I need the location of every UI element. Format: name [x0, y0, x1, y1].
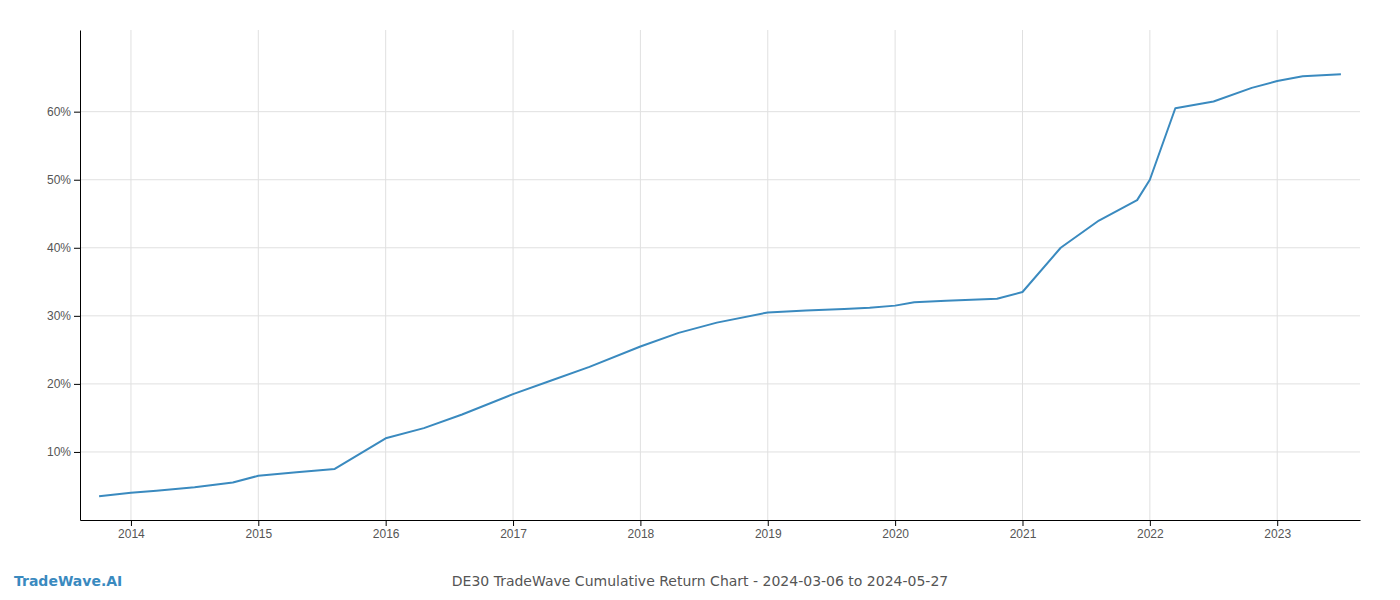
x-tick: 2020	[882, 520, 909, 541]
y-tick-label: 10%	[47, 445, 71, 459]
grid	[80, 30, 1360, 520]
x-tick-label: 2018	[628, 527, 655, 541]
grid-line-x	[513, 30, 514, 520]
y-tick: 20%	[47, 377, 80, 391]
x-tick-mark	[895, 520, 896, 526]
chart: 2014 2015 2016 2017 2018 2019 2020 2021 2022 2023…	[0, 0, 1400, 600]
y-tick-label: 30%	[47, 309, 71, 323]
x-tick-label: 2017	[500, 527, 527, 541]
grid-line-y	[80, 111, 1360, 112]
grid-line-x	[1149, 30, 1150, 520]
y-tick: 50%	[47, 173, 80, 187]
y-tick-label: 40%	[47, 241, 71, 255]
x-axis: 2014 2015 2016 2017 2018 2019 2020 2021 2022 2023	[81, 520, 1361, 541]
x-tick: 2018	[628, 520, 655, 541]
grid-line-x	[1022, 30, 1023, 520]
marks	[99, 74, 1341, 496]
y-axis-line	[80, 31, 81, 521]
x-tick: 2021	[1010, 520, 1037, 541]
grid-line-y	[80, 383, 1360, 384]
y-tick: 60%	[47, 105, 80, 119]
x-tick: 2016	[373, 520, 400, 541]
title: DE30 TradeWave Cumulative Return Chart -…	[452, 573, 948, 589]
y-tick-mark	[74, 384, 80, 385]
x-tick-mark	[1022, 520, 1023, 526]
y-tick-mark	[74, 316, 80, 317]
x-tick-label: 2021	[1010, 527, 1037, 541]
y-tick-mark	[74, 180, 80, 181]
grid-line-x	[130, 30, 131, 520]
x-tick-mark	[513, 520, 514, 526]
x-tick-label: 2016	[373, 527, 400, 541]
y-tick: 10%	[47, 445, 80, 459]
x-tick: 2014	[118, 520, 145, 541]
x-tick-label: 2015	[245, 527, 272, 541]
x-tick-mark	[258, 520, 259, 526]
grid-line-x	[640, 30, 641, 520]
grid-line-x	[895, 30, 896, 520]
x-tick: 2015	[245, 520, 272, 541]
x-tick-mark	[1277, 520, 1278, 526]
y-tick: 40%	[47, 241, 80, 255]
x-tick: 2023	[1264, 520, 1291, 541]
y-tick-mark	[74, 248, 80, 249]
grid-line-y	[80, 315, 1360, 316]
x-tick-mark	[131, 520, 132, 526]
x-axis-line	[81, 520, 1361, 521]
watermark: TradeWave.AI	[14, 573, 122, 589]
grid-line-x	[385, 30, 386, 520]
grid-line-y	[80, 247, 1360, 248]
x-tick: 2019	[755, 520, 782, 541]
grid-line-x	[258, 30, 259, 520]
y-tick-mark	[74, 452, 80, 453]
x-tick-mark	[1150, 520, 1151, 526]
x-tick-label: 2014	[118, 527, 145, 541]
x-tick-label: 2023	[1264, 527, 1291, 541]
x-tick: 2022	[1137, 520, 1164, 541]
grid-line-y	[80, 179, 1360, 180]
line	[99, 74, 1341, 496]
x-tick-mark	[386, 520, 387, 526]
y-tick: 30%	[47, 309, 80, 323]
x-tick-label: 2022	[1137, 527, 1164, 541]
plot: 2014 2015 2016 2017 2018 2019 2020 2021 2022 2023…	[47, 30, 1361, 541]
x-tick-label: 2020	[882, 527, 909, 541]
x-tick-label: 2019	[755, 527, 782, 541]
y-tick-label: 60%	[47, 105, 71, 119]
grid-line-x	[767, 30, 768, 520]
grid-line-y	[80, 451, 1360, 452]
grid-line-x	[1277, 30, 1278, 520]
x-tick-mark	[768, 520, 769, 526]
y-tick-label: 20%	[47, 377, 71, 391]
y-tick-mark	[74, 112, 80, 113]
x-tick-mark	[640, 520, 641, 526]
y-axis: 10% 20% 30% 40% 50% 60%	[47, 31, 81, 521]
x-tick: 2017	[500, 520, 527, 541]
y-tick-label: 50%	[47, 173, 71, 187]
